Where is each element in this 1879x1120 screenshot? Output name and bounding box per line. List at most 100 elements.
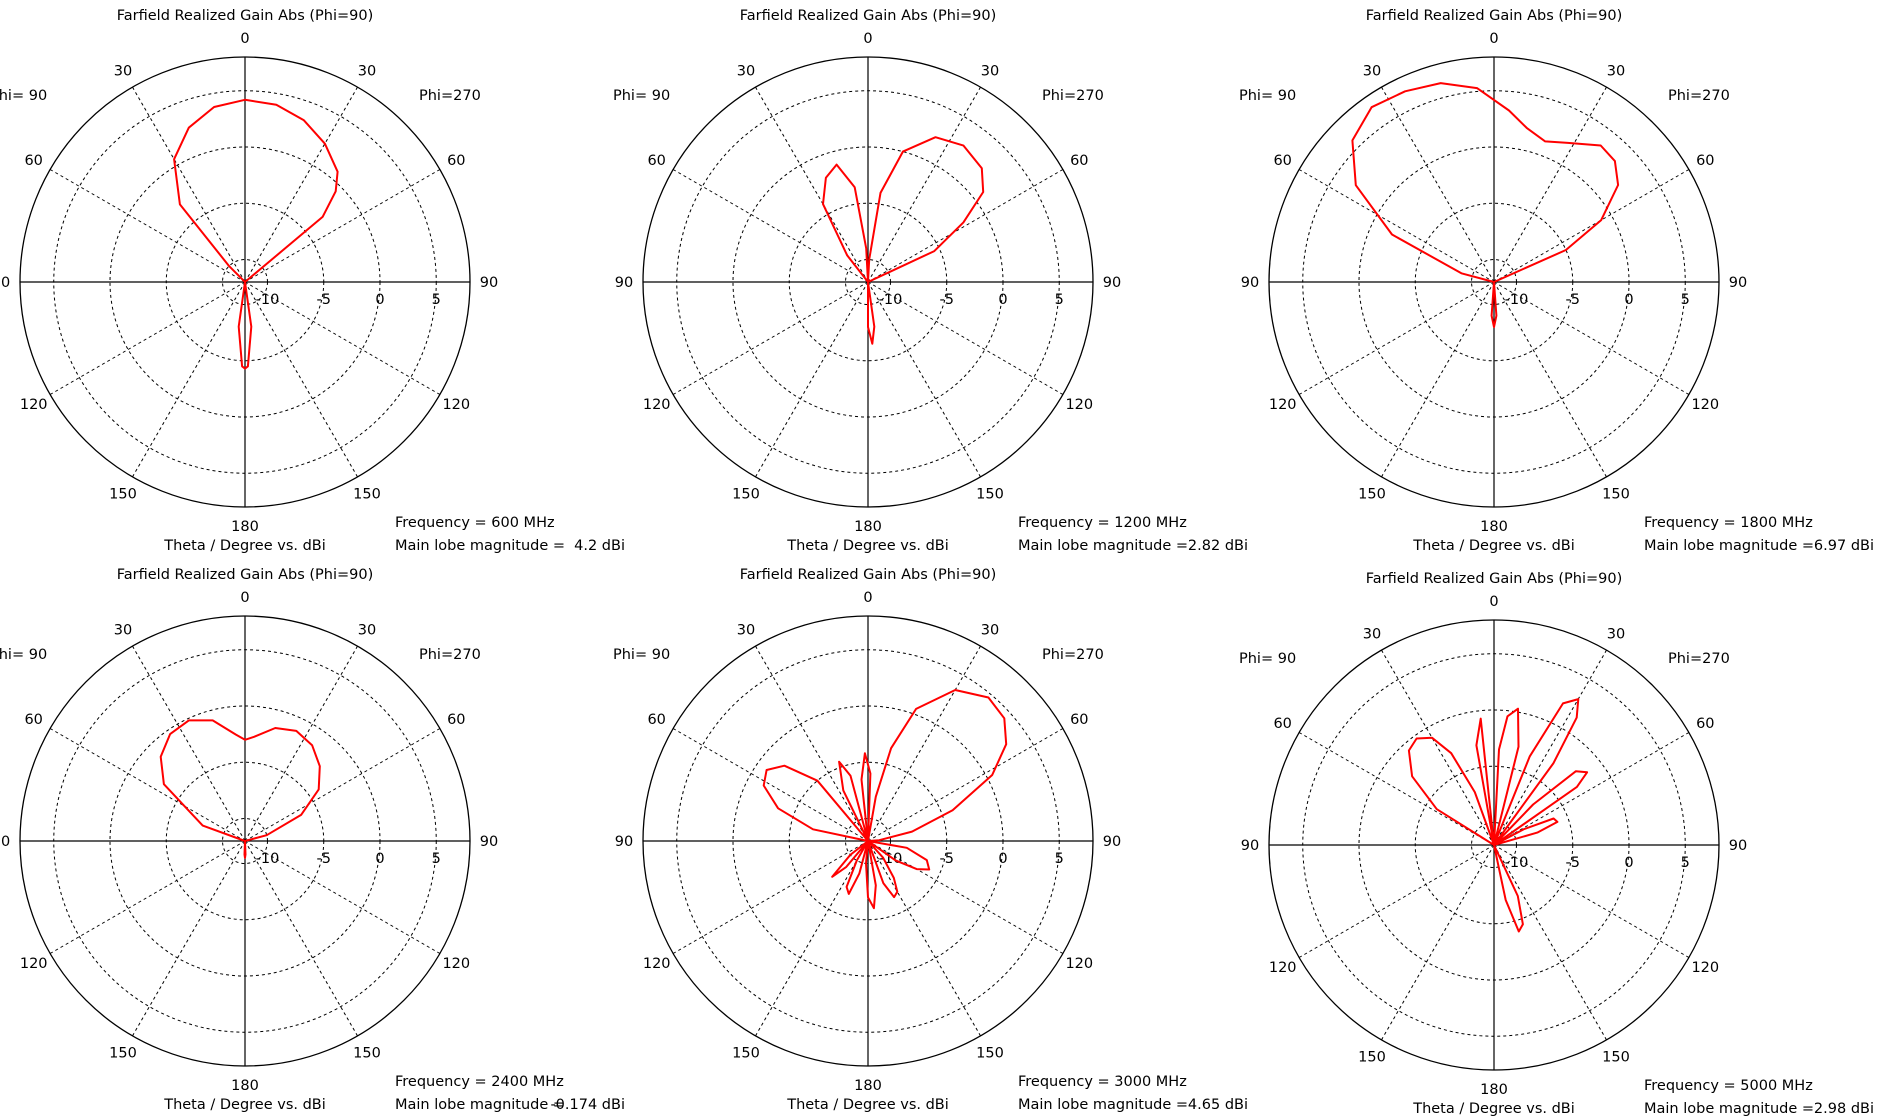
gain-pattern-curve [1407,698,1589,933]
chart-title: Farfield Realized Gain Abs (Phi=90) [1366,571,1623,587]
grid-spoke [49,281,246,395]
angle-label: 0 [1489,31,1498,47]
mainlobe-value: 2.98 dBi [1814,1101,1874,1117]
grid-spoke [1493,649,1607,846]
grid-spoke [244,86,358,283]
grid-spoke [132,281,246,478]
angle-label: 30 [114,623,132,639]
grid-spoke [132,840,246,1037]
angle-label: 30 [981,64,999,80]
radial-tick-label: 0 [1624,855,1633,871]
angle-label: 150 [976,486,1004,502]
frequency-label: Frequency = 2400 MHz [395,1074,564,1090]
frequency-label: Frequency = 5000 MHz [1644,1078,1813,1094]
angle-label: 120 [1269,397,1297,413]
grid-spoke [244,645,358,842]
phi-left-label: Phi= 90 [1239,651,1296,667]
angle-label: 60 [647,153,665,169]
angle-label: 30 [1363,627,1381,643]
angle-label: 90 [480,275,498,291]
angle-label: 30 [737,64,755,80]
angle-label: 120 [643,397,671,413]
angle-label: 120 [442,956,470,972]
angle-label: 30 [1363,64,1381,80]
radial-tick-label: 0 [998,292,1007,308]
phi-left-label: Phi= 90 [1239,88,1296,104]
polar-plot-5: 0 30 60 90 120 150 180 150 120 90 60 30 -10 -5 0 5 Farfi… [613,567,1248,1113]
grid-spoke [1493,281,1607,478]
radial-tick-label: -10 [256,292,280,308]
polar-plot-3: 0 30 60 90 120 150 180 150 120 90 60 30 -10 -5 0 5 Farfi… [1239,8,1874,554]
angle-label: 120 [1691,960,1719,976]
grid-spoke [1298,732,1495,846]
angle-label: 0 [863,590,872,606]
grid-spoke [49,169,246,283]
chart-title: Farfield Realized Gain Abs (Phi=90) [740,8,997,24]
gain-pattern-curve [1351,82,1620,328]
angle-label: 60 [1696,716,1714,732]
grid-spoke [244,840,441,954]
phi-right-label: Phi=270 [1042,647,1104,663]
grid-spoke [244,840,358,1037]
phi-left-label: Phi= 90 [0,88,47,104]
angle-label: 60 [1273,716,1291,732]
grid-spoke [867,86,981,283]
angle-label: 120 [1269,960,1297,976]
angle-label: 30 [737,623,755,639]
grid-spoke [49,728,246,842]
gain-pattern-curve [173,98,339,370]
grid-spoke [867,281,981,478]
gain-pattern-curve [822,136,985,345]
angle-label: 180 [854,519,882,535]
angle-label: 90 [480,834,498,850]
angle-label: 60 [1070,712,1088,728]
radial-tick-label: 5 [1681,292,1690,308]
phi-right-label: Phi=270 [1668,88,1730,104]
grid-spoke [1381,86,1495,283]
angle-label: 150 [732,486,760,502]
axis-label: Theta / Degree vs. dBi [786,1097,949,1113]
angle-label: 60 [647,712,665,728]
radial-tick-label: 0 [998,851,1007,867]
angle-label: 150 [353,1045,381,1061]
angle-label: 90 [1729,275,1747,291]
angle-label: 150 [1602,1049,1630,1065]
grid-spoke [244,169,441,283]
axis-label: Theta / Degree vs. dBi [1412,1101,1575,1117]
radial-tick-label: 5 [432,851,441,867]
chart-title: Farfield Realized Gain Abs (Phi=90) [1366,8,1623,24]
angle-label: 150 [1358,486,1386,502]
radial-tick-label: 0 [375,292,384,308]
frequency-label: Frequency = 1200 MHz [1018,515,1187,531]
angle-label: 150 [109,486,137,502]
angle-label: 150 [976,1045,1004,1061]
angle-label: 180 [854,1078,882,1094]
angle-label: 180 [1480,519,1508,535]
grid-spoke [867,728,1064,842]
angle-label: 90 [1103,834,1121,850]
mainlobe-value: 4.2 dBi [574,538,625,554]
frequency-label: Frequency = 3000 MHz [1018,1074,1187,1090]
angle-label: 90 [0,275,10,291]
grid-spoke [1493,844,1607,1041]
angle-label: 180 [231,1078,259,1094]
polar-plot-6: 0 30 60 90 120 150 180 150 120 90 60 30 -10 -5 0 5 Farfi… [1239,571,1874,1117]
grid-spoke [755,281,869,478]
angle-label: 90 [0,834,10,850]
mainlobe-label: Main lobe magnitude = [1644,1101,1814,1117]
angle-label: 150 [109,1045,137,1061]
angle-label: 90 [1241,838,1259,854]
angle-label: 150 [732,1045,760,1061]
grid-spoke [755,86,869,283]
grid-spoke [867,169,1064,283]
axis-label: Theta / Degree vs. dBi [1412,538,1575,554]
phi-left-label: Phi= 90 [613,88,670,104]
grid-spoke [244,281,441,395]
angle-label: 60 [24,153,42,169]
axis-label: Theta / Degree vs. dBi [163,1097,326,1113]
angle-label: 0 [863,31,872,47]
radial-tick-label: 5 [1055,292,1064,308]
radial-tick-label: -10 [256,851,280,867]
angle-label: 60 [447,712,465,728]
